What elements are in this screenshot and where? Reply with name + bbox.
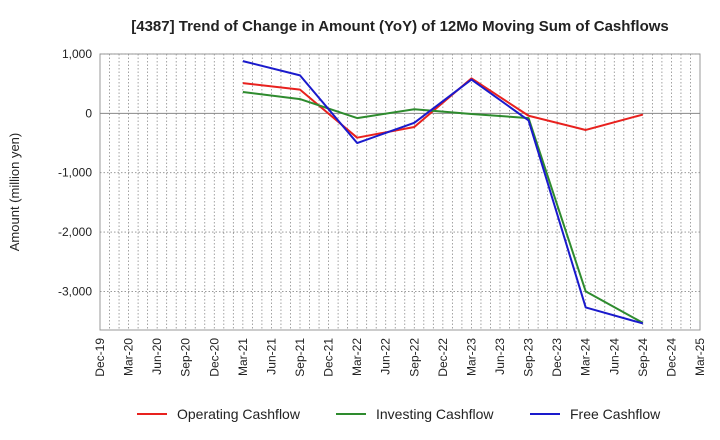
- y-axis-label: Amount (million yen): [7, 133, 22, 252]
- x-tick-label: Mar-24: [579, 338, 593, 376]
- y-tick-label: -2,000: [58, 225, 92, 239]
- x-tick-label: Dec-21: [322, 338, 336, 377]
- x-tick-label: Jun-22: [379, 338, 393, 375]
- x-tick-label: Mar-20: [122, 338, 136, 376]
- x-tick-label: Dec-19: [93, 338, 107, 377]
- legend-label-free-cashflow: Free Cashflow: [570, 406, 661, 422]
- x-tick-label: Jun-21: [264, 338, 278, 375]
- x-tick-label: Jun-23: [493, 338, 507, 375]
- y-axis: 1,000 0 -1,000 -2,000 -3,000: [58, 47, 92, 298]
- x-tick-label: Sep-24: [636, 338, 650, 377]
- x-axis: Dec-19 Mar-20 Jun-20 Sep-20 Dec-20 Mar-21 Jun-…: [93, 338, 707, 377]
- x-tick-label: Jun-24: [607, 338, 621, 375]
- y-tick-label: -3,000: [58, 284, 92, 298]
- legend: Operating Cashflow Investing Cashflow Free…: [137, 406, 661, 422]
- y-tick-label: -1,000: [58, 166, 92, 180]
- legend-label-investing-cashflow: Investing Cashflow: [376, 406, 494, 422]
- x-tick-label: Sep-22: [407, 338, 421, 377]
- x-tick-label: Mar-25: [693, 338, 707, 376]
- y-tick-label: 0: [85, 106, 92, 120]
- x-tick-label: Jun-20: [150, 338, 164, 375]
- series-line-free-cashflow: [242, 60, 644, 325]
- series-line-investing-cashflow: [242, 90, 644, 324]
- series-line-operating-cashflow: [242, 77, 644, 139]
- x-tick-label: Dec-20: [207, 338, 221, 377]
- x-tick-label: Sep-23: [522, 338, 536, 377]
- x-tick-label: Sep-21: [293, 338, 307, 377]
- x-tick-label: Sep-20: [179, 338, 193, 377]
- x-tick-label: Dec-22: [436, 338, 450, 377]
- x-tick-label: Mar-22: [350, 338, 364, 376]
- x-tick-label: Mar-21: [236, 338, 250, 376]
- x-tick-label: Dec-23: [550, 338, 564, 377]
- x-tick-label: Dec-24: [664, 338, 678, 377]
- legend-label-operating-cashflow: Operating Cashflow: [177, 406, 301, 422]
- chart-title: [4387] Trend of Change in Amount (YoY) o…: [131, 18, 669, 35]
- x-tick-label: Mar-23: [464, 338, 478, 376]
- plot-area: [99, 53, 701, 331]
- series-lines: [242, 60, 644, 325]
- y-tick-label: 1,000: [62, 47, 92, 61]
